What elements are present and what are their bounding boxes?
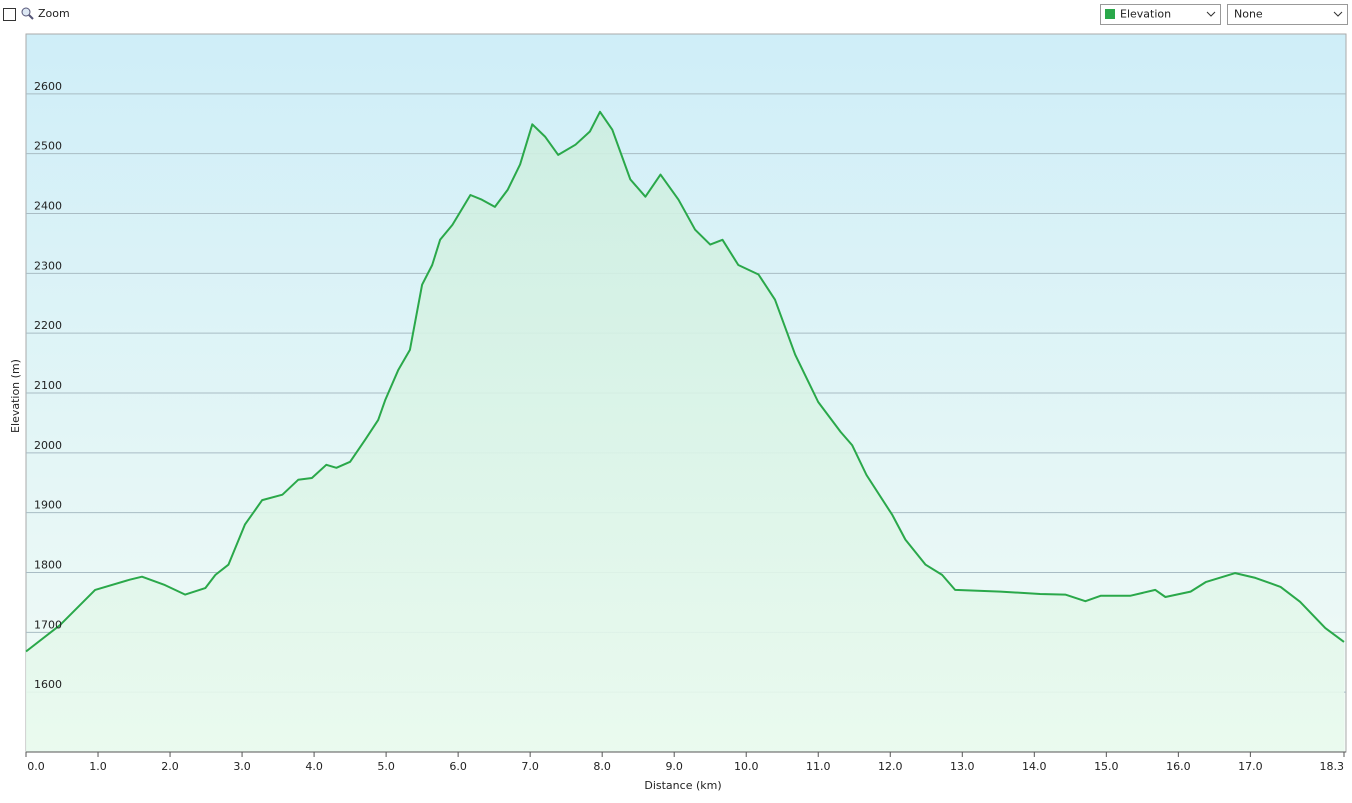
zoom-label[interactable]: Zoom	[38, 7, 70, 20]
x-tick-label: 8.0	[593, 760, 611, 773]
y-tick-label: 1600	[34, 678, 62, 691]
x-tick-label: 9.0	[665, 760, 683, 773]
elevation-line	[25, 110, 1345, 653]
x-tick-label: 0.0	[27, 760, 45, 773]
x-tick-label: 18.3	[1320, 760, 1345, 773]
x-tick-label: 11.0	[806, 760, 831, 773]
x-tick-label: 13.0	[950, 760, 975, 773]
y-axis-label: Elevation (m)	[9, 359, 22, 433]
y-tick-label: 2500	[34, 140, 62, 153]
y-tick-label: 1800	[34, 559, 62, 572]
y-tick-label: 2600	[34, 80, 62, 93]
elevation-area	[26, 111, 1344, 753]
x-tick-label: 17.0	[1238, 760, 1263, 773]
x-tick-label: 10.0	[734, 760, 759, 773]
x-tick-label: 1.0	[89, 760, 107, 773]
zoom-icon	[21, 7, 34, 20]
legend-swatch	[1105, 9, 1115, 19]
x-tick-label: 3.0	[233, 760, 251, 773]
y-tick-label: 2100	[34, 379, 62, 392]
y-tick-label: 1700	[34, 618, 62, 631]
x-tick-label: 15.0	[1094, 760, 1119, 773]
series-select[interactable]: Elevation	[1100, 4, 1221, 25]
legend-label: Elevation	[1120, 8, 1171, 21]
x-tick-label: 6.0	[449, 760, 467, 773]
x-tick-label: 5.0	[377, 760, 395, 773]
y-tick-label: 2300	[34, 259, 62, 272]
secondary-select[interactable]: None	[1227, 4, 1348, 25]
secondary-label: None	[1234, 8, 1263, 21]
x-tick-label: 4.0	[305, 760, 323, 773]
y-tick-label: 2400	[34, 200, 62, 213]
x-tick-label: 12.0	[878, 760, 903, 773]
x-tick-label: 7.0	[521, 760, 539, 773]
zoom-checkbox[interactable]	[3, 8, 16, 21]
y-tick-label: 2000	[34, 439, 62, 452]
x-axis-label: Distance (km)	[644, 779, 721, 792]
x-tick-label: 16.0	[1166, 760, 1191, 773]
x-tick-label: 14.0	[1022, 760, 1047, 773]
x-tick-label: 2.0	[161, 760, 179, 773]
y-tick-label: 1900	[34, 499, 62, 512]
y-tick-label: 2200	[34, 319, 62, 332]
